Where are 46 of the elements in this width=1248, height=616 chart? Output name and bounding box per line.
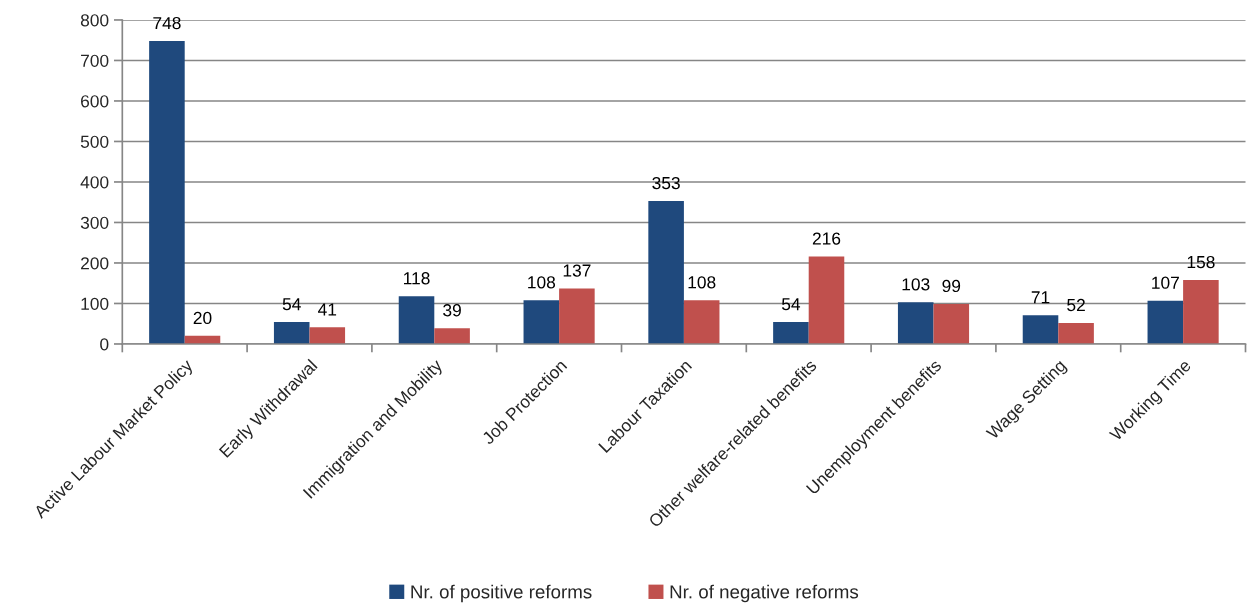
data-label: 99 [942,279,961,293]
data-label: 52 [1067,298,1085,312]
data-label: 748 [153,16,181,30]
bar [683,300,720,344]
bar [1147,300,1184,344]
bar [273,322,310,344]
bar [523,300,560,344]
data-label: 108 [688,276,716,289]
data-label: 71 [1031,291,1050,304]
data-label: 20 [193,311,212,325]
data-label: 103 [902,278,930,291]
data-label: 41 [318,303,337,316]
data-label: 54 [781,298,801,311]
bar [1183,279,1219,344]
bar [149,41,185,344]
legend-label: Nr. of positive reforms [411,584,592,603]
data-label: 158 [1187,255,1215,269]
y-tick-label: 400 [80,176,109,189]
data-label: 54 [282,298,301,311]
bar [309,327,346,344]
y-tick-label: 100 [81,297,109,310]
data-label: 353 [652,176,680,190]
y-tick-label: 0 [100,338,109,351]
bar [434,328,470,344]
bar [648,201,684,344]
bar [933,303,970,344]
bar [559,288,595,344]
data-label: 137 [563,264,591,277]
y-tick-label: 600 [81,95,109,108]
data-label: 216 [812,232,841,245]
bar [398,296,435,344]
data-label: 108 [528,276,556,289]
data-label: 107 [1152,276,1179,289]
y-tick-label: 300 [80,216,109,229]
y-tick-label: 700 [81,54,109,67]
bar [773,322,809,344]
data-label: 118 [404,272,430,285]
y-tick-label: 800 [80,14,109,27]
bar [808,256,845,344]
bar [1022,315,1059,344]
legend-label: Nr. of negative reforms [670,584,859,603]
y-tick-label: 500 [80,135,109,148]
bar [897,302,934,344]
y-tick-label: 200 [81,257,109,270]
bar [1058,322,1094,344]
data-label: 39 [443,304,461,317]
